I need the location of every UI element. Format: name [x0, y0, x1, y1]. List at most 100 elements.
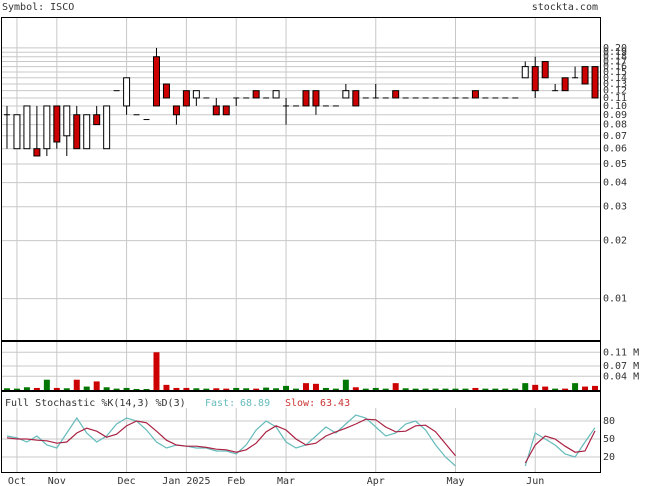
volume-bar: [362, 388, 369, 390]
candle-body: [192, 90, 200, 99]
candle-body: [222, 105, 230, 116]
volume-bar: [552, 388, 559, 390]
volume-bar: [3, 388, 10, 390]
volume-bar: [352, 387, 359, 390]
candle-body: [162, 83, 170, 99]
y-tick-label: 0.10: [603, 101, 627, 112]
volume-bar: [522, 383, 529, 390]
volume-bar: [592, 385, 599, 390]
volume-bar: [143, 388, 150, 390]
volume-bar: [13, 388, 20, 390]
stochastic-panel: [1, 391, 601, 473]
y-tick-label: 0.08: [603, 120, 627, 131]
candle-body: [352, 90, 360, 107]
candle-body: [43, 105, 51, 150]
source: stockta.com: [532, 2, 598, 13]
y-tick-label: 0.07: [603, 131, 627, 142]
candle-body: [521, 66, 529, 79]
candle-body: [172, 105, 180, 116]
volume-bar: [93, 381, 100, 390]
candle-body: [53, 105, 61, 143]
candle-body: [561, 77, 569, 92]
volume-bar: [392, 383, 399, 390]
candle-body: [63, 105, 71, 137]
candle-body: [13, 114, 21, 150]
slow-label: Slow:: [285, 398, 315, 409]
volume-bar: [582, 386, 589, 390]
volume-bar: [113, 388, 120, 390]
stochastic-title: Full Stochastic %K(14,3) %D(3): [5, 398, 186, 409]
y-tick-label: 0.05: [603, 159, 627, 170]
y-tick-label: 0.20: [603, 43, 627, 54]
volume-bar: [73, 379, 80, 390]
y-tick-label: 0.11: [603, 93, 627, 104]
x-tick-label: May: [446, 476, 464, 486]
volume-bar: [33, 387, 40, 390]
volume-bar: [512, 388, 519, 390]
x-tick-label: Jun: [526, 476, 544, 486]
x-tick-label: Nov: [48, 476, 66, 486]
volume-bar: [233, 387, 240, 390]
y-tick-label: 0.03: [603, 202, 627, 213]
y-tick-label: 0.14: [603, 73, 627, 84]
volume-bar: [382, 388, 389, 390]
candle-body: [252, 90, 260, 99]
volume-bar: [23, 387, 30, 390]
candle-body: [83, 114, 91, 150]
volume-bar: [342, 379, 349, 390]
y-tick-label: 0.18: [603, 52, 627, 63]
candle-body: [123, 77, 131, 107]
candle-body: [342, 90, 350, 99]
y-tick-label: 0.15: [603, 67, 627, 78]
y-tick-label: 0.09: [603, 110, 627, 121]
x-tick-label: Oct: [8, 476, 26, 486]
stochastic-tick-label: 50: [603, 434, 615, 445]
volume-bar: [123, 387, 130, 390]
volume-panel: [1, 341, 601, 391]
y-tick-label: 0.17: [603, 57, 627, 68]
volume-bar: [163, 384, 170, 390]
x-tick-label: Feb: [227, 476, 245, 486]
volume-bar: [442, 388, 449, 390]
volume-bar: [412, 388, 419, 390]
volume-bar: [153, 352, 160, 390]
candle-body: [312, 90, 320, 107]
volume-bar: [452, 388, 459, 390]
slow-value: 63.43: [320, 398, 350, 409]
y-tick-label: 0.04: [603, 178, 627, 189]
candle-body: [541, 61, 549, 79]
volume-bar: [283, 385, 290, 390]
symbol: Symbol: ISCO: [2, 2, 74, 13]
x-tick-label: Dec: [118, 476, 136, 486]
volume-bar: [422, 388, 429, 390]
volume-bar: [83, 386, 90, 390]
volume-bar: [63, 388, 70, 390]
volume-bar: [402, 388, 409, 390]
volume-bar: [273, 388, 280, 390]
volume-bar: [562, 388, 569, 390]
volume-tick-label: 0.11 M: [603, 347, 639, 358]
volume-tick-label: 0.07 M: [603, 361, 639, 372]
volume-bar: [223, 388, 230, 390]
y-tick-label: 0.02: [603, 236, 627, 247]
x-tick-label: Apr: [367, 476, 385, 486]
candle-body: [182, 90, 190, 107]
y-tick-label: 0.16: [603, 62, 627, 73]
volume-bar: [302, 383, 309, 390]
stochastic-tick-label: 20: [603, 452, 615, 463]
candle-body: [581, 66, 589, 85]
volume-bar: [322, 387, 329, 390]
volume-bar: [183, 387, 190, 390]
volume-bar: [432, 388, 439, 390]
candle-body: [73, 114, 81, 150]
volume-bar: [542, 386, 549, 390]
volume-bar: [482, 388, 489, 390]
candle-body: [23, 105, 31, 150]
stochastic-tick-label: 80: [603, 416, 615, 427]
volume-bar: [502, 388, 509, 390]
candle-body: [103, 105, 111, 150]
volume-bar: [372, 387, 379, 390]
candle-body: [302, 90, 310, 107]
y-tick-label: 0.01: [603, 294, 627, 305]
